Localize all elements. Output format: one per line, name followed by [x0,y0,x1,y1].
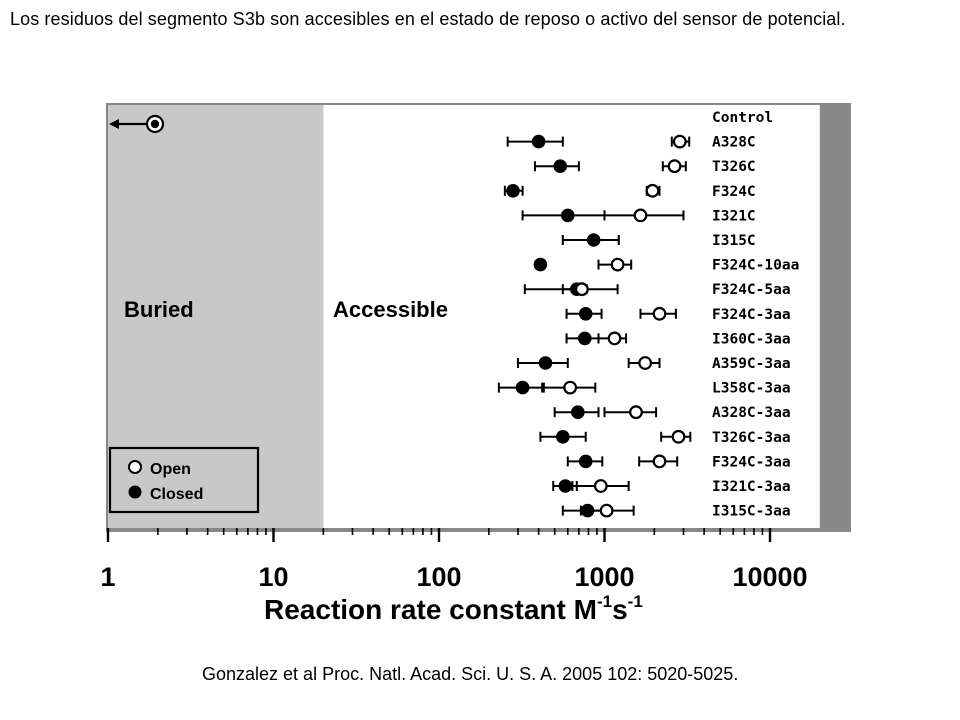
open-point [652,306,667,321]
closed-point [577,331,592,346]
sample-label: A328C-3aa [712,405,791,421]
closed-point [578,307,593,321]
closed-point [538,356,553,370]
sample-label: F324C-3aa [712,307,791,323]
sample-label: T326C [712,159,756,175]
legend: Open Closed [108,446,260,514]
sample-labels: Control A328C T326C F324C I321C I315C F324C-10… [712,110,799,520]
open-point [633,208,648,223]
closed-point [558,479,573,493]
x-axis-ticks [106,528,772,542]
closed-point [553,159,568,173]
open-point [599,503,614,518]
accessible-region [323,105,820,528]
sample-label: I360C-3aa [712,331,791,347]
buried-region [108,105,324,528]
data-markers [497,134,692,518]
x-axis-label: Reaction rate constant M-1s-1 [264,592,643,625]
x-axis-label-sup2: -1 [628,592,643,611]
sample-label: F324C [712,184,756,200]
closed-point [586,233,601,247]
sample-label: A359C-3aa [712,356,791,372]
sample-label: I321C-3aa [712,479,791,495]
accessible-label: Accessible [333,297,448,322]
open-point [652,454,667,469]
sample-label: F324C-10aa [712,258,799,274]
control-arrow-head [109,119,119,129]
legend-box [108,446,260,514]
open-point [667,159,682,174]
control-marker [109,114,165,134]
open-point [574,282,589,297]
x-axis-label-mid: s [612,594,628,625]
sample-label: F324C-3aa [712,454,791,470]
x-tick-label: 1 [100,562,115,592]
open-point [638,356,653,370]
sample-label: T326C-3aa [712,430,791,446]
closed-point [506,184,520,198]
closed-point [556,430,570,444]
x-axis-label-sup1: -1 [597,592,612,611]
open-point [607,331,622,346]
open-point [610,257,625,272]
sample-label: I321C [712,208,756,224]
legend-closed-label: Closed [150,486,203,503]
open-point [645,183,660,198]
closed-point [533,257,548,272]
x-tick-label: 1000 [574,562,634,592]
legend-closed-marker [128,485,142,499]
open-point [672,134,687,149]
sample-label: I315C [712,233,756,249]
x-tick-labels: 1 10 100 1000 10000 [100,562,807,592]
x-tick-label: 100 [416,562,461,592]
x-tick-label: 10000 [732,562,807,592]
open-point [563,380,578,395]
open-point [593,479,608,493]
x-axis-label-main: Reaction rate constant M [264,594,597,625]
slide-title: Los residuos del segmento S3b son accesi… [10,9,846,29]
open-point [671,429,686,444]
closed-point [571,405,585,420]
closed-point [560,208,575,223]
closed-point [531,134,546,149]
closed-point [515,380,530,395]
sample-label: Control [712,110,773,126]
legend-open-label: Open [150,461,191,478]
sample-label: A328C [712,135,756,151]
open-point [629,405,643,420]
legend-open-marker [128,460,142,474]
x-tick-label: 10 [258,562,288,592]
closed-point [580,503,595,518]
closed-point [578,454,593,469]
buried-label: Buried [124,297,194,322]
control-closed-marker [150,119,160,129]
citation: Gonzalez et al Proc. Natl. Acad. Sci. U.… [202,664,739,684]
sample-label: I315C-3aa [712,504,791,520]
sample-label: F324C-5aa [712,282,791,298]
sample-label: L358C-3aa [712,381,791,397]
